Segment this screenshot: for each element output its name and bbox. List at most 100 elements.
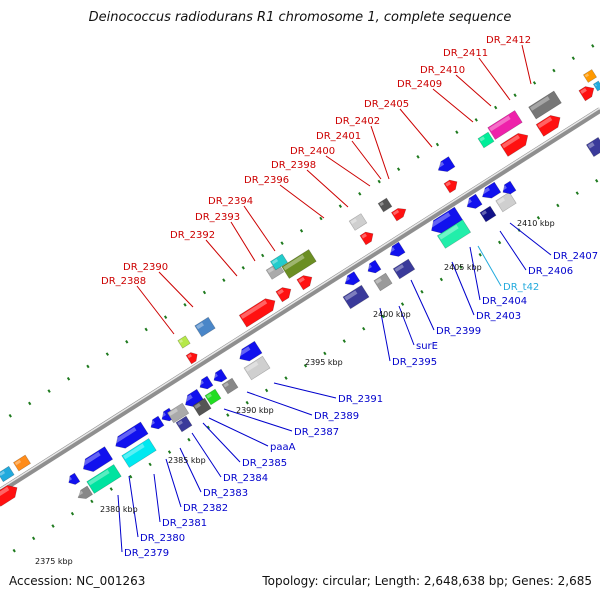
reverse-gene-label[interactable]: DR_2389 [314, 411, 359, 422]
scale-tick [163, 315, 168, 319]
forward-gene-label[interactable]: DR_2411 [443, 48, 488, 59]
reverse-gene-label[interactable]: DR_2399 [436, 326, 481, 337]
scale-tick [478, 252, 482, 257]
reverse-gene-feature [149, 415, 165, 430]
reverse-gene-feature [281, 249, 317, 279]
scale-tick [66, 376, 71, 381]
forward-gene-label[interactable]: DR_2409 [397, 79, 442, 90]
scale-tick [497, 240, 502, 245]
forward-gene-label[interactable]: DR_2388 [101, 276, 146, 287]
forward-gene-feature [359, 231, 374, 246]
forward-gene-feature [578, 86, 595, 102]
scale-tick [129, 474, 133, 479]
reverse-gene-label[interactable]: DR_2379 [124, 548, 169, 559]
reverse-gene-feature [479, 205, 497, 223]
leader-line [521, 44, 532, 85]
leader-line [205, 239, 238, 277]
leader-line [158, 271, 194, 308]
reverse-gene-feature [12, 454, 32, 472]
scale-tick [571, 56, 575, 61]
reverse-gene-label[interactable]: DR_2382 [183, 503, 228, 514]
reverse-gene-label[interactable]: DR_2385 [242, 458, 287, 469]
forward-gene-label[interactable]: DR_2392 [170, 230, 215, 241]
forward-gene-label[interactable]: DR_2396 [244, 175, 289, 186]
reverse-gene-label[interactable]: DR_2380 [140, 533, 185, 544]
leader-line [202, 422, 241, 463]
leader-line [136, 285, 175, 335]
leader-line [117, 494, 123, 553]
forward-gene-label[interactable]: DR_2400 [290, 146, 335, 157]
forward-gene-label[interactable]: DR_2405 [364, 99, 409, 110]
scale-tick [323, 351, 327, 356]
forward-gene-label[interactable]: DR_2394 [208, 196, 253, 207]
scale-tick [264, 388, 269, 393]
leader-line [230, 221, 256, 262]
scale-tick [459, 265, 463, 269]
scale-tick [362, 326, 366, 331]
scale-tick [202, 290, 207, 295]
reverse-gene-feature [487, 110, 523, 140]
scale-tick [187, 437, 191, 442]
leader-line [410, 279, 435, 331]
forward-gene-label[interactable]: DR_2393 [195, 212, 240, 223]
forward-gene-label[interactable]: DR_2401 [316, 131, 361, 142]
forward-gene-label[interactable]: DR_2402 [335, 116, 380, 127]
reverse-gene-feature [76, 485, 94, 499]
reverse-gene-feature [212, 368, 228, 383]
reverse-gene-feature [269, 253, 289, 271]
forward-gene-feature [0, 485, 18, 507]
reverse-gene-label[interactable]: DR_2391 [338, 394, 383, 405]
leader-line [499, 230, 527, 271]
leader-line [179, 447, 202, 493]
kbp-scale-label: 2400 kbp [373, 310, 411, 319]
scale-tick [148, 462, 152, 467]
scale-tick [575, 191, 579, 195]
reverse-gene-label[interactable]: DR_2406 [528, 266, 573, 277]
reverse-gene-label[interactable]: DR_2395 [392, 357, 437, 368]
leader-line [469, 246, 481, 301]
feature-layer [0, 69, 600, 507]
reverse-gene-label[interactable]: DR_2384 [223, 473, 268, 484]
reverse-gene-label[interactable]: DR_2403 [476, 311, 521, 322]
reverse-gene-label[interactable]: DR_2387 [294, 427, 339, 438]
reverse-gene-label[interactable]: paaA [270, 442, 296, 453]
leader-line [509, 222, 552, 256]
forward-gene-label[interactable]: DR_2398 [271, 160, 316, 171]
leader-line [451, 261, 475, 316]
reverse-gene-label[interactable]: DR_2383 [203, 488, 248, 499]
reverse-gene-label[interactable]: DR_2407 [553, 251, 598, 262]
rna-gene-label[interactable]: DR_t42 [503, 282, 539, 293]
scale-tick [455, 130, 459, 134]
scale-tick [439, 277, 444, 282]
scale-tick [513, 93, 517, 98]
scale-tick [536, 215, 541, 220]
forward-gene-label[interactable]: DR_2390 [123, 262, 168, 273]
forward-gene-label[interactable]: DR_2410 [420, 65, 465, 76]
reverse-gene-label[interactable]: DR_2404 [482, 296, 527, 307]
reverse-gene-feature [198, 375, 214, 390]
scale-tick [319, 216, 323, 221]
leader-line [208, 417, 269, 447]
scale-tick [12, 548, 16, 553]
kbp-scale-layer: 2375 kbp 2380 kbp 2385 kbp 2390 kbp 2395 kbp… [35, 219, 555, 566]
reverse-gene-feature [582, 69, 598, 83]
leader-line [306, 169, 349, 208]
scale-tick [280, 241, 284, 245]
reverse-gene-label[interactable]: surE [416, 341, 438, 352]
scale-tick [245, 400, 249, 405]
reverse-gene-feature [194, 316, 216, 338]
kbp-scale-label: 2385 kbp [168, 456, 206, 465]
reverse-gene-feature [465, 193, 483, 209]
leader-line [223, 408, 293, 432]
scale-tick [90, 499, 94, 504]
forward-gene-feature [443, 179, 458, 194]
leader-line [246, 391, 313, 416]
reverse-gene-feature [192, 397, 212, 417]
reverse-gene-feature [80, 446, 114, 472]
forward-gene-label[interactable]: DR_2412 [486, 35, 531, 46]
scale-tick [400, 302, 405, 306]
scale-tick [144, 327, 148, 332]
reverse-gene-label[interactable]: DR_2381 [162, 518, 207, 529]
scale-tick [241, 266, 245, 270]
